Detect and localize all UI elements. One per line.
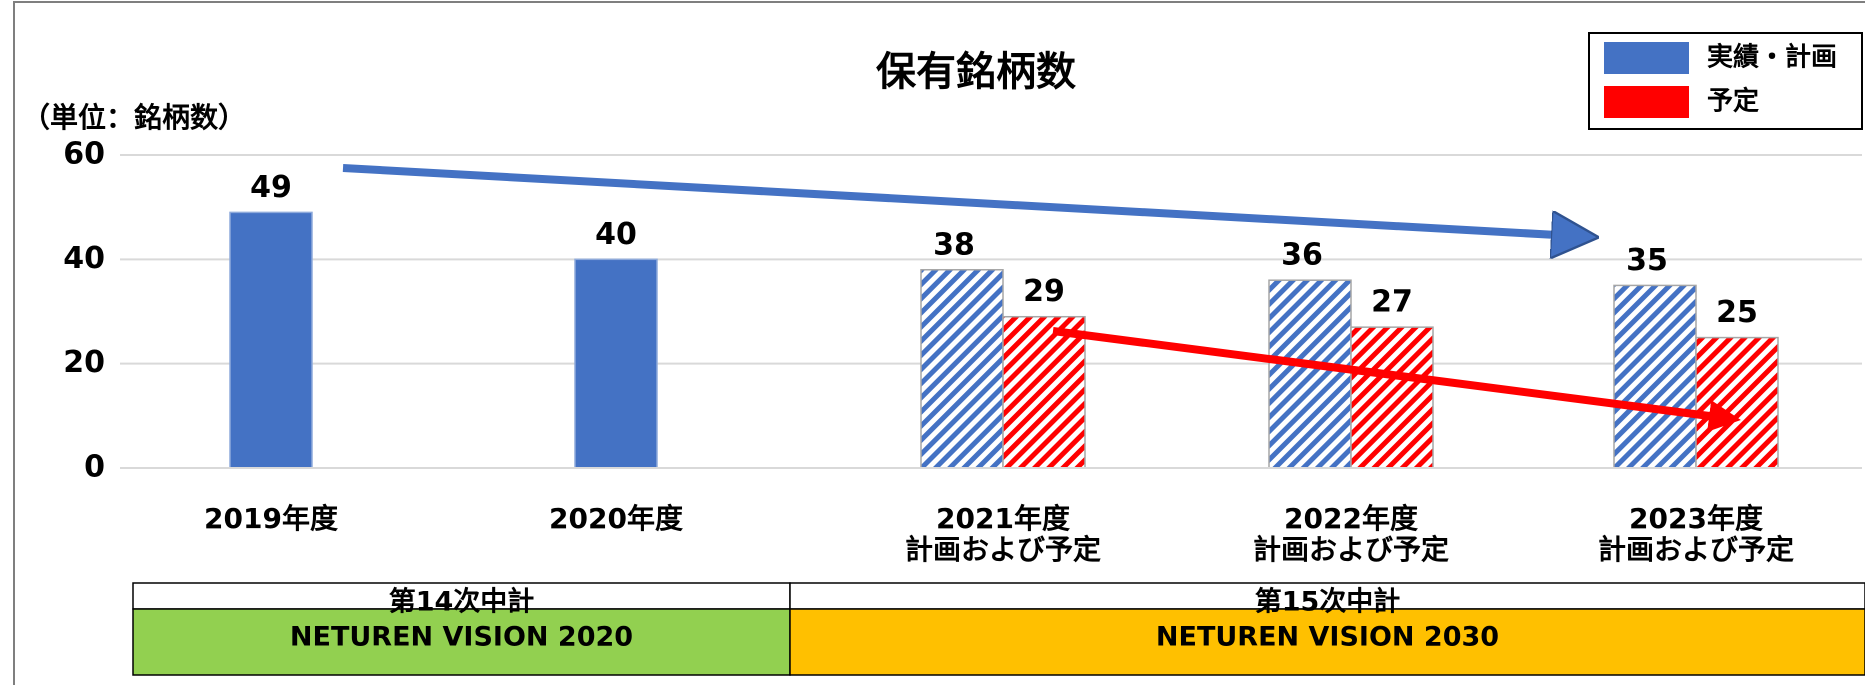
y-tick-label: 20 bbox=[63, 345, 105, 380]
x-tick-label: 2020年度 bbox=[549, 502, 683, 535]
vision-label: NETUREN VISION 2030 bbox=[1156, 622, 1499, 653]
period-cell bbox=[789, 582, 1865, 610]
bar bbox=[1268, 279, 1352, 469]
x-tick-sublabel: 計画および予定 bbox=[1253, 533, 1449, 566]
period-label: 第15次中計 bbox=[1255, 586, 1401, 618]
vision-label: NETUREN VISION 2020 bbox=[290, 622, 633, 653]
frame bbox=[13, 1, 1865, 685]
legend-label: 実績・計画 bbox=[1707, 42, 1837, 73]
data-label: 40 bbox=[595, 217, 637, 252]
data-label: 35 bbox=[1626, 243, 1668, 278]
bar bbox=[1695, 336, 1779, 469]
period-label: 第14次中計 bbox=[389, 586, 535, 618]
plot: 0204060492019年度402020年度38292021年度計画および予定… bbox=[63, 42, 1862, 566]
x-tick-label: 2021年度 bbox=[936, 502, 1070, 535]
legend-swatch bbox=[1604, 86, 1689, 118]
y-tick-label: 0 bbox=[84, 450, 105, 485]
trend-arrow bbox=[342, 164, 1575, 236]
x-tick-sublabel: 計画および予定 bbox=[1598, 533, 1794, 566]
period-cell bbox=[132, 582, 791, 610]
y-axis-label: （単位：銘柄数） bbox=[22, 101, 246, 134]
data-label: 36 bbox=[1281, 238, 1323, 273]
data-label: 38 bbox=[933, 227, 975, 262]
data-label: 49 bbox=[250, 170, 292, 205]
bar bbox=[1613, 284, 1697, 469]
legend-swatch bbox=[1604, 42, 1689, 74]
bar bbox=[229, 211, 313, 469]
data-label: 25 bbox=[1716, 295, 1758, 330]
bar bbox=[1002, 315, 1086, 469]
bar bbox=[920, 269, 1004, 469]
y-tick-label: 60 bbox=[63, 137, 105, 172]
x-tick-label: 2023年度 bbox=[1629, 502, 1763, 535]
vision-cell bbox=[132, 608, 791, 676]
chart-title: 保有銘柄数 bbox=[876, 49, 1076, 95]
trend-arrow bbox=[1052, 327, 1741, 432]
data-label: 29 bbox=[1023, 274, 1065, 309]
y-tick-label: 40 bbox=[63, 241, 105, 276]
x-tick-sublabel: 計画および予定 bbox=[905, 533, 1101, 566]
footer-table: 第14次中計 NETUREN VISION 2020 第15次中計 NETUREN V… bbox=[132, 582, 1865, 676]
bar bbox=[1350, 326, 1434, 469]
x-tick-label: 2019年度 bbox=[204, 502, 338, 535]
legend-label: 予定 bbox=[1707, 86, 1759, 117]
vision-cell bbox=[789, 608, 1865, 676]
data-label: 27 bbox=[1371, 285, 1413, 320]
x-tick-label: 2022年度 bbox=[1284, 502, 1418, 535]
bar bbox=[574, 258, 658, 469]
